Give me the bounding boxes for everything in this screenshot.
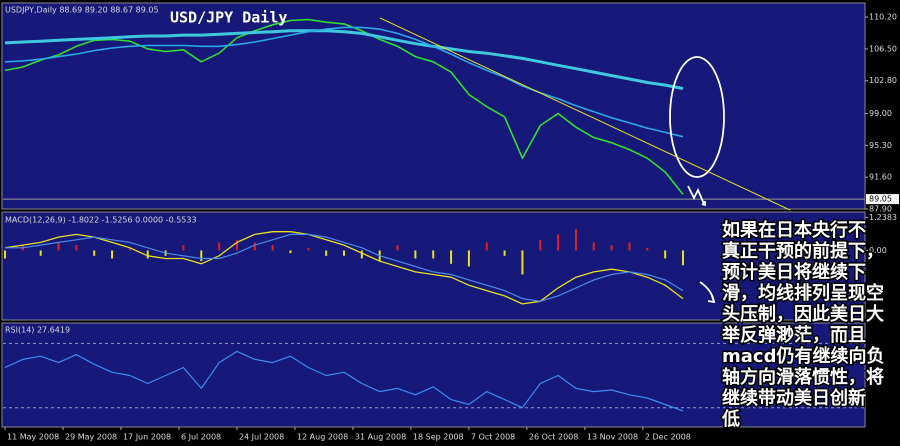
- histogram-bar: [414, 250, 417, 259]
- series-line: [4, 231, 684, 305]
- x-tick-label: 6 Jul 2008: [181, 433, 221, 442]
- histogram-bar: [396, 245, 399, 251]
- histogram-bar: [557, 234, 560, 251]
- histogram-bar: [182, 245, 185, 251]
- histogram-bar: [610, 245, 613, 251]
- histogram-bar: [682, 250, 685, 266]
- series-line: [4, 18, 684, 195]
- histogram-bar: [343, 250, 346, 256]
- series-line: [4, 26, 684, 138]
- y-tick-label: 95.30: [869, 141, 892, 150]
- macd-header: MACD(12,26,9) -1.8022 -1.5256 0.0000 -0.…: [5, 216, 197, 225]
- x-tick-label: 11 May 2008: [7, 433, 59, 442]
- histogram-bar: [628, 242, 631, 251]
- histogram-bar: [218, 242, 221, 251]
- x-tick-label: 17 Jun 2008: [123, 433, 171, 442]
- y-tick-label: 91.60: [869, 173, 892, 182]
- macd-panel: [1, 211, 866, 321]
- annotation-line: 低: [721, 408, 740, 430]
- rsi-header: RSI(14) 27.6419: [5, 326, 70, 335]
- rsi-panel: [1, 322, 866, 428]
- histogram-bar: [289, 250, 292, 254]
- histogram-bar: [271, 245, 274, 251]
- histogram-bar: [664, 250, 667, 259]
- histogram-bar: [539, 239, 542, 251]
- y-tick-label: 0.00: [869, 246, 887, 255]
- histogram-bar: [646, 247, 649, 251]
- annotation-line: 滑，均线排列呈现空: [722, 282, 884, 304]
- histogram-bar: [200, 250, 203, 262]
- pointer-arrow: [699, 281, 716, 304]
- histogram-bar: [75, 245, 78, 251]
- annotation-line: 如果在日本央行不: [722, 219, 866, 241]
- histogram-bar: [4, 250, 7, 259]
- histogram-bar: [521, 250, 524, 275]
- histogram-bar: [450, 250, 453, 264]
- histogram-bar: [93, 250, 96, 256]
- annotation-line: macd仍有继续向负: [722, 345, 884, 367]
- annotation: 如果在日本央行不真正干预的前提下，预计美日将继续下滑，均线排列呈现空头压制，因此…: [720, 218, 886, 432]
- histogram-bar: [111, 250, 114, 259]
- histogram-bar: [432, 250, 435, 259]
- histogram-bar: [235, 239, 238, 251]
- y-tick-label: 99.00: [869, 109, 892, 118]
- annotation-line: 继续带动美日创新: [722, 387, 866, 409]
- x-tick-label: 24 Jul 2008: [239, 433, 284, 442]
- x-tick-label: 7 Oct 2008: [471, 433, 515, 442]
- annotation-line: 头压制，因此美日大: [722, 303, 884, 325]
- histogram-bar: [592, 242, 595, 251]
- chart-title: USD/JPY Daily: [170, 9, 287, 27]
- annotation-line: 真正干预的前提下，: [722, 240, 884, 262]
- histogram-bar: [485, 242, 488, 251]
- histogram-bar: [325, 250, 328, 256]
- histogram-bar: [253, 242, 256, 251]
- y-tick-label: 1.2383: [869, 213, 897, 222]
- down-arrow: [687, 185, 706, 207]
- annotation-line: 预计美日将继续下: [722, 261, 866, 283]
- layers: 110.20 106.50 102.80 99.00 95.30 91.60 87.9089…: [3, 13, 899, 442]
- histogram-bar: [128, 247, 131, 251]
- highlight-ellipse: [669, 56, 725, 178]
- trend-line: [379, 17, 791, 211]
- y-tick-label: 106.50: [869, 44, 897, 53]
- x-tick-label: 12 Aug 2008: [297, 433, 348, 442]
- series-line: [4, 29, 684, 90]
- x-tick-label: 31 Aug 2008: [355, 433, 406, 442]
- y-tick-label: 102.80: [869, 76, 897, 85]
- x-tick-label: 18 Sep 2008: [413, 433, 464, 442]
- series-line: [4, 350, 684, 412]
- y-tick-label: 87.90: [869, 205, 892, 214]
- x-tick-label: 26 Oct 2008: [529, 433, 578, 442]
- histogram-bar: [146, 250, 149, 259]
- histogram-bar: [307, 247, 310, 251]
- y-tick-label: 110.20: [869, 13, 897, 22]
- histogram-bar: [467, 250, 470, 267]
- histogram-bar: [39, 250, 42, 256]
- histogram-bar: [574, 229, 577, 251]
- last-price-box: [866, 194, 899, 205]
- price-header: USDJPY,Daily 88.69 89.20 88.67 89.05: [5, 6, 159, 15]
- histogram-bar: [360, 250, 363, 259]
- series-line: [5, 233, 684, 302]
- price-panel: [1, 2, 866, 210]
- histogram-bar: [57, 242, 60, 251]
- last-price-label: 89.05: [869, 195, 892, 204]
- annotation-line: 轴方向滑落惯性，将: [722, 366, 884, 388]
- x-tick-label: 13 Nov 2008: [587, 433, 638, 442]
- x-tick-label: 2 Dec 2008: [645, 433, 691, 442]
- histogram-bar: [503, 250, 506, 256]
- x-tick-label: 29 May 2008: [65, 433, 117, 442]
- annotation-line: 举反弹渺茫，而且: [721, 324, 866, 346]
